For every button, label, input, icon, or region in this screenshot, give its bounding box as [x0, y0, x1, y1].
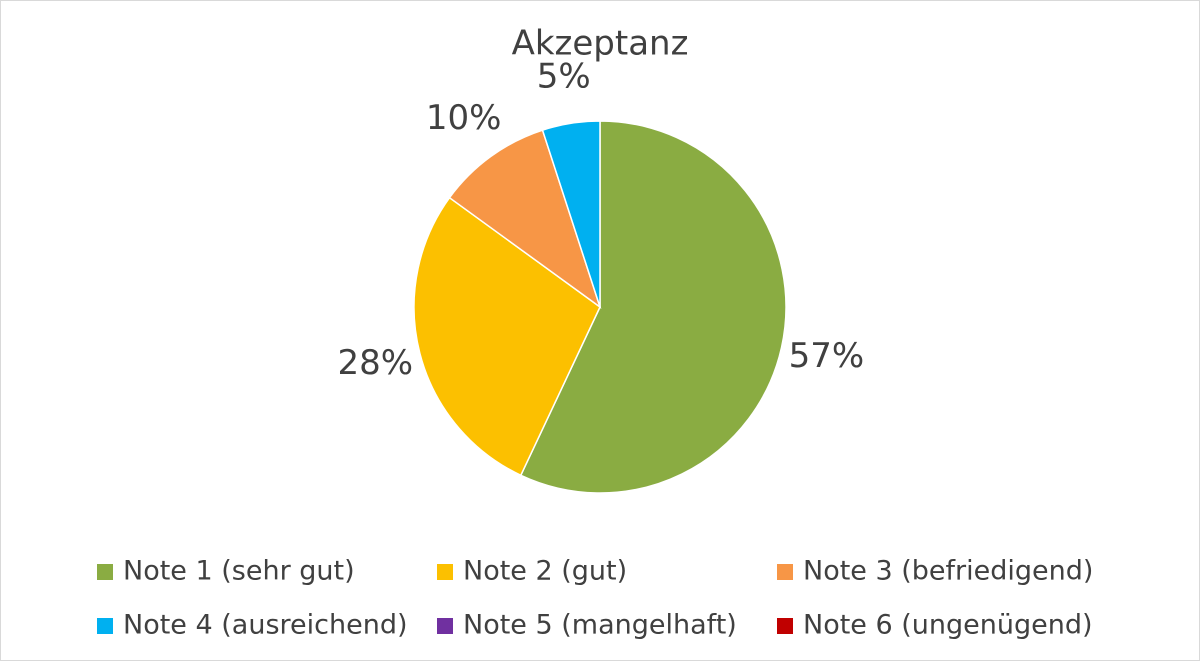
- legend-swatch: [437, 564, 453, 580]
- pie-slice: [413, 196, 601, 477]
- legend-label: Note 6 (ungenügend): [803, 610, 1093, 641]
- legend-swatch: [97, 618, 113, 634]
- pie-slice: [541, 120, 601, 308]
- data-label: 57%: [789, 336, 865, 376]
- data-label: 28%: [337, 343, 413, 383]
- legend-swatch: [777, 618, 793, 634]
- data-label: 10%: [426, 98, 502, 138]
- legend-swatch: [97, 564, 113, 580]
- legend-label: Note 5 (mangelhaft): [463, 610, 737, 641]
- legend-label: Note 3 (befriedigend): [803, 556, 1093, 587]
- pie-slice: [448, 129, 602, 309]
- legend-label: Note 2 (gut): [463, 556, 627, 587]
- legend-swatch: [777, 564, 793, 580]
- legend-swatch: [437, 618, 453, 634]
- legend-label: Note 4 (ausreichend): [123, 610, 408, 641]
- chart-title: Akzeptanz: [512, 24, 689, 64]
- data-label: 5%: [537, 56, 591, 96]
- pie-slice: [519, 120, 787, 494]
- legend-label: Note 1 (sehr gut): [123, 556, 355, 587]
